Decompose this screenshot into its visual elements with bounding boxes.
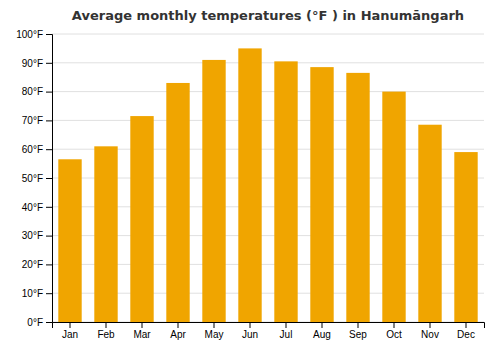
tick: 40°F (22, 202, 52, 213)
tick-label: 40°F (22, 202, 43, 213)
grid-line (52, 62, 484, 63)
tick-label: Sep (349, 329, 367, 340)
bar (202, 60, 225, 322)
tick-mark (106, 322, 107, 328)
tick-mark (394, 322, 395, 328)
grid (52, 34, 484, 322)
tick: May (205, 322, 224, 340)
tick-label: 100°F (16, 29, 43, 40)
bar (418, 125, 441, 322)
tick: 100°F (16, 29, 52, 40)
tick-label: May (205, 329, 224, 340)
grid-line (52, 91, 484, 92)
tick-mark (46, 293, 52, 294)
tick-mark (286, 322, 287, 328)
tick: Jun (242, 322, 258, 340)
tick-mark (46, 264, 52, 265)
tick-label: Oct (386, 329, 402, 340)
tick-mark (466, 322, 467, 328)
bar (166, 83, 189, 322)
tick: Dec (457, 322, 475, 340)
tick-mark (250, 322, 251, 328)
grid-line (52, 120, 484, 121)
bar (238, 48, 261, 322)
x-axis: Jan Feb Mar Apr May Jun Jul Aug Sep Oct Nov Dec (53, 322, 485, 340)
tick: 80°F (22, 86, 52, 97)
tick: 70°F (22, 115, 52, 126)
tick-label: Mar (133, 329, 151, 340)
tick-label: 70°F (22, 115, 43, 126)
bar (58, 159, 81, 322)
tick-mark (46, 63, 52, 64)
bar (94, 146, 117, 322)
tick-label: Dec (457, 329, 475, 340)
tick-label: 80°F (22, 86, 43, 97)
y-axis: 0°F 10°F 20°F 30°F 40°F 50°F 60°F 70°F 80°F 90°F 1… (16, 29, 52, 328)
tick: 0°F (27, 317, 52, 328)
tick-label: 50°F (22, 173, 43, 184)
tick: 60°F (22, 144, 52, 155)
tick-label: Aug (313, 329, 331, 340)
tick-mark (358, 322, 359, 328)
tick-label: Jan (62, 329, 78, 340)
tick-mark (46, 236, 52, 237)
bar (130, 116, 153, 322)
tick-mark (46, 207, 52, 208)
tick-mark (178, 322, 179, 328)
bar (346, 73, 369, 322)
chart: Average monthly temperatures (°F ) in Ha… (0, 0, 500, 350)
tick-mark (46, 34, 52, 35)
tick-mark (46, 92, 52, 93)
tick: Sep (349, 322, 367, 340)
tick-mark (70, 322, 71, 328)
bar (454, 152, 477, 322)
tick-label: 60°F (22, 144, 43, 155)
tick: Feb (97, 322, 115, 340)
tick: 90°F (22, 58, 52, 69)
tick-label: 30°F (22, 230, 43, 241)
tick: 50°F (22, 173, 52, 184)
tick-label: Nov (421, 329, 439, 340)
tick: 30°F (22, 230, 52, 241)
tick: 20°F (22, 259, 52, 270)
tick-mark (46, 178, 52, 179)
tick: Mar (133, 322, 151, 340)
bar (310, 67, 333, 322)
grid-line (52, 34, 484, 35)
tick-label: Jun (242, 329, 258, 340)
tick: Aug (313, 322, 331, 340)
tick: 10°F (22, 288, 52, 299)
tick-mark (430, 322, 431, 328)
bar (382, 92, 405, 322)
title: Average monthly temperatures (°F ) in Ha… (72, 8, 464, 23)
tick-label: 90°F (22, 58, 43, 69)
tick-label: 20°F (22, 259, 43, 270)
tick-label: 0°F (27, 317, 43, 328)
axis-line (53, 323, 485, 329)
axis-line (46, 35, 53, 323)
bars (58, 48, 477, 322)
tick-label: Jul (280, 329, 293, 340)
tick-mark (46, 149, 52, 150)
tick: Nov (421, 322, 439, 340)
tick-mark (322, 322, 323, 328)
tick-label: 10°F (22, 288, 43, 299)
tick-mark (214, 322, 215, 328)
tick: Jan (62, 322, 78, 340)
tick-mark (46, 120, 52, 121)
tick-label: Apr (170, 329, 186, 340)
tick: Jul (280, 322, 293, 340)
tick-label: Feb (97, 329, 115, 340)
tick: Apr (170, 322, 186, 340)
tick: Oct (386, 322, 402, 340)
plot: 0°F 10°F 20°F 30°F 40°F 50°F 60°F 70°F 80°F 90°F 1… (16, 29, 484, 340)
tick-mark (46, 322, 52, 323)
bar (274, 61, 297, 322)
tick-mark (142, 322, 143, 328)
